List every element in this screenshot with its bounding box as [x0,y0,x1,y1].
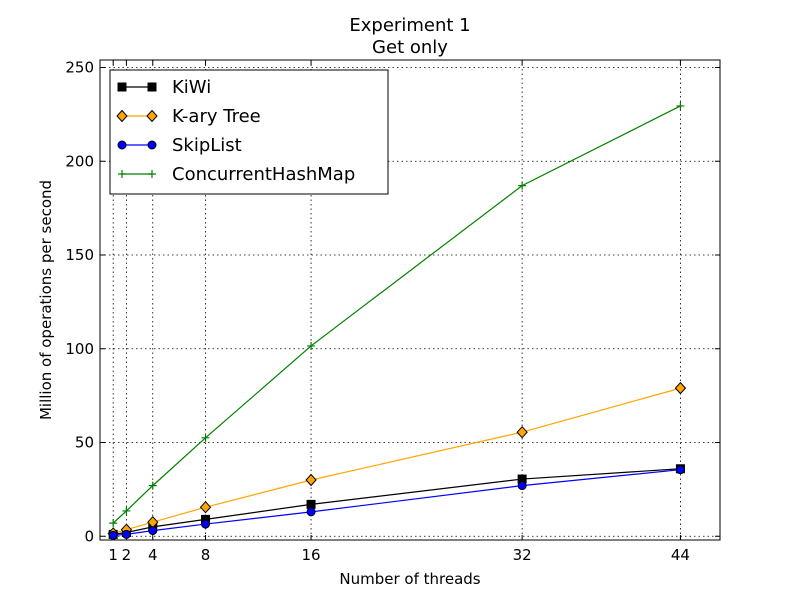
x-tick-label: 32 [513,546,532,564]
plot-frame [99,59,721,541]
y-tick-label: 100 [65,340,94,358]
data-point [306,499,316,509]
chart-title: Experiment 1 [349,15,470,36]
series-skiplist [108,465,685,540]
legend-marker [116,109,128,123]
legend-item: ConcurrentHashMap [118,164,355,185]
x-tick-label: 2 [122,546,132,564]
series-line [113,387,681,535]
x-tick-label: 4 [148,546,158,564]
legend-marker [118,170,126,178]
data-point [517,481,527,491]
data-point [201,433,210,442]
y-axis-label: Million of operations per second [37,180,55,420]
data-point [307,341,316,350]
data-point [121,529,131,539]
data-point [306,507,316,517]
legend-label: KiWi [172,77,211,98]
chart-subtitle: Get only [372,37,448,58]
legend-marker [146,109,158,123]
legend-marker [148,170,156,178]
x-tick-label: 8 [201,546,211,564]
legend-item: SkipList [117,135,242,156]
legend-marker [117,82,127,92]
y-tick-label: 0 [84,527,94,545]
legend-marker [147,82,157,92]
series-concurrenthashmap [109,101,685,528]
series-k-ary-tree [107,381,687,540]
legend-marker [147,140,157,150]
data-point [676,101,685,110]
data-point [518,181,527,190]
y-tick-label: 150 [65,246,94,264]
legend-item: KiWi [117,77,211,98]
data-point [674,381,687,395]
y-tick-label: 200 [65,152,94,170]
legend-label: ConcurrentHashMap [172,164,355,185]
x-tick-label: 16 [302,546,321,564]
legend: KiWi K-ary Tree SkipList ConcurrentHashMap [109,69,389,195]
data-point [305,473,317,487]
data-point [109,519,118,528]
data-point [201,519,211,529]
series-line [113,469,681,536]
data-point [199,500,212,514]
data-point [148,481,157,490]
legend-label: SkipList [172,135,242,156]
x-tick-label: 44 [671,546,690,564]
data-point [148,526,158,536]
series-group [107,101,687,540]
data-point [675,465,685,475]
x-tick-label: 1 [108,546,118,564]
legend-item: K-ary Tree [116,106,261,127]
legend-marker [117,140,127,150]
data-point [516,425,528,439]
axis-ticks: 1 2 4 8 16 32 44 0 50 100 150 200 250 [65,59,720,564]
data-point [122,506,131,515]
y-tick-label: 250 [65,59,94,77]
data-point [108,530,118,540]
grid [100,60,720,540]
y-tick-label: 50 [75,434,94,452]
legend-label: K-ary Tree [172,106,261,127]
x-axis-label: Number of threads [339,570,480,588]
